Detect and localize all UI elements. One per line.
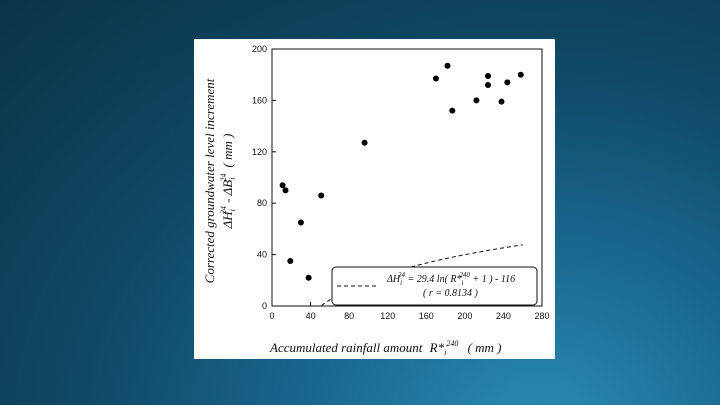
y-tick-label: 200 [252,44,267,54]
figure-card: 0 40 80 120 160 200 240 280 0 40 80 120 160 200 Accum… [194,39,555,359]
data-point [305,274,312,281]
x-tick-label: 40 [306,311,316,321]
x-tick-label: 160 [419,311,434,321]
x-tick-label: 280 [534,311,549,321]
x-tick-label: 200 [457,311,472,321]
plot-frame [271,48,543,307]
x-tick-label: 120 [380,311,395,321]
y-tick-label: 0 [262,301,267,311]
y-axis-title: Corrected groundwater level increment [202,78,217,283]
y-tick-label: 120 [252,147,267,157]
data-point [287,258,294,265]
data-point [318,192,325,199]
legend-equation: ΔHi24 = 29.4 ln( R*i240 + 1 ) - 116 [386,271,515,287]
y-tick-label: 80 [257,198,267,208]
y-tick-label: 160 [252,95,267,105]
data-point [444,62,451,69]
x-axis-title: Accumulated rainfall amount R*i240 ( mm … [269,334,502,357]
legend-r-value: ( r = 0.8134 ) [423,288,478,299]
data-point [504,79,511,86]
data-point [282,187,289,194]
x-tick-label: 240 [496,311,511,321]
y-axis-formula: ΔHi24 - ΔBi24( mm ) [219,134,237,230]
x-tick-label: 80 [344,311,354,321]
data-point [297,219,304,226]
data-point [432,75,439,82]
data-point [485,81,491,88]
data-point [449,107,456,114]
data-point [361,139,368,146]
data-point [473,97,480,104]
data-point [498,98,505,105]
data-point [279,182,286,189]
legend-box [331,266,538,306]
x-tick-label: 0 [269,311,274,321]
data-point [517,71,524,78]
y-tick-label: 40 [257,250,267,260]
scatter-chart: 0 40 80 120 160 200 240 280 0 40 80 120 160 200 Accum… [202,44,550,357]
data-point [485,72,491,79]
